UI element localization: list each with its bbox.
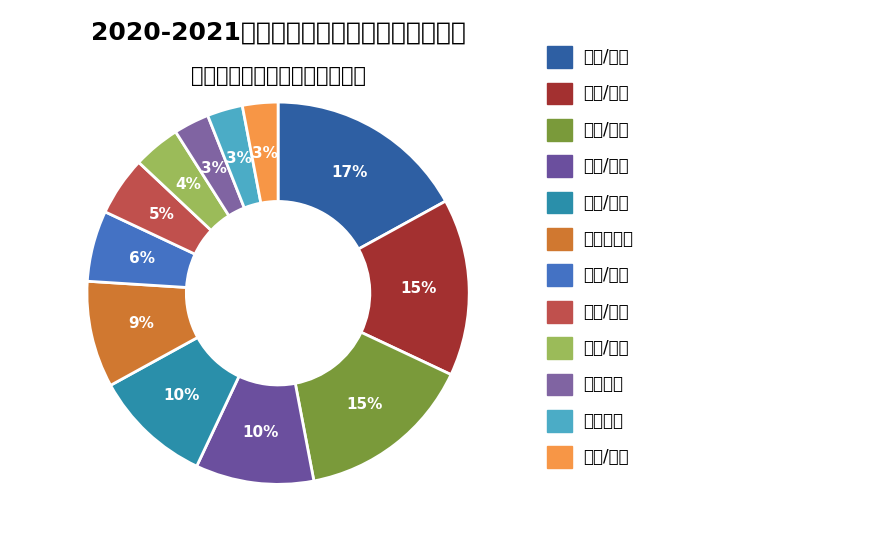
- Wedge shape: [139, 132, 229, 230]
- Text: 交通/物流: 交通/物流: [583, 193, 629, 212]
- Text: 工业/制造: 工业/制造: [583, 339, 629, 357]
- Wedge shape: [176, 116, 244, 216]
- Wedge shape: [278, 102, 446, 249]
- Text: 10%: 10%: [163, 388, 200, 403]
- Text: 15%: 15%: [401, 281, 437, 296]
- Wedge shape: [87, 212, 195, 287]
- Text: 公益/慈善: 公益/慈善: [583, 302, 629, 321]
- Wedge shape: [208, 105, 261, 208]
- Text: 建筑/地产: 建筑/地产: [583, 448, 629, 466]
- Wedge shape: [359, 201, 469, 375]
- Wedge shape: [87, 281, 197, 386]
- Wedge shape: [242, 102, 278, 203]
- Circle shape: [186, 201, 370, 385]
- Text: 3%: 3%: [202, 161, 227, 175]
- Text: 文化/传媒: 文化/传媒: [583, 121, 629, 139]
- Wedge shape: [105, 162, 211, 254]
- Text: 3%: 3%: [252, 146, 278, 161]
- Text: 企业服务: 企业服务: [583, 375, 623, 394]
- Text: 4%: 4%: [176, 178, 202, 192]
- Text: 3%: 3%: [226, 151, 252, 166]
- Text: 能源/环保: 能源/环保: [583, 84, 629, 103]
- Wedge shape: [196, 376, 314, 484]
- Wedge shape: [110, 337, 239, 466]
- Text: 10%: 10%: [242, 425, 279, 440]
- Text: 15%: 15%: [346, 397, 382, 412]
- Text: 9%: 9%: [128, 317, 154, 331]
- Wedge shape: [295, 332, 451, 481]
- Text: （未包含金融应用与政务应用）: （未包含金融应用与政务应用）: [190, 66, 366, 86]
- Text: 2020-2021年一季度全球区块链应用行业分布: 2020-2021年一季度全球区块链应用行业分布: [90, 21, 466, 45]
- Text: 6%: 6%: [129, 251, 155, 266]
- Text: 17%: 17%: [331, 165, 368, 180]
- Text: 教育培训: 教育培训: [583, 412, 623, 430]
- Text: 生物/医疗: 生物/医疗: [583, 157, 629, 175]
- Text: 区块链设施: 区块链设施: [583, 230, 634, 248]
- Text: 商业/消费: 商业/消费: [583, 266, 629, 285]
- Text: 5%: 5%: [149, 207, 175, 222]
- Text: 农业/食品: 农业/食品: [583, 48, 629, 66]
